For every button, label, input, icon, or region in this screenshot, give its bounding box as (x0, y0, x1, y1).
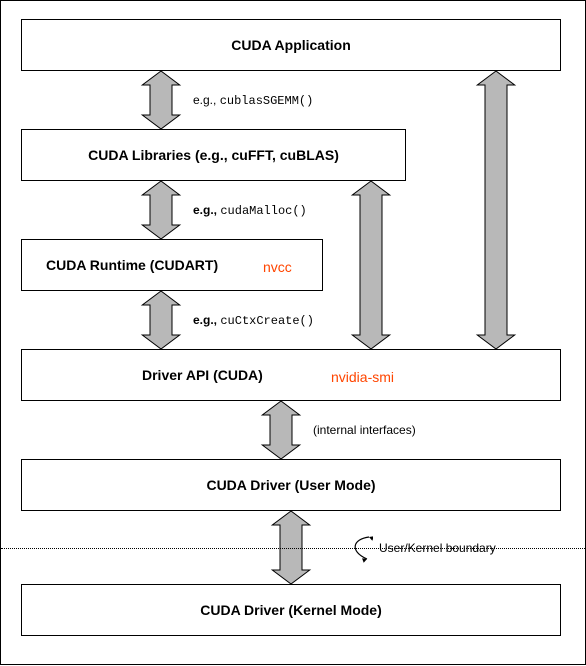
edge-prefix: e.g., (193, 93, 220, 107)
layer-driverapi-label: Driver API (CUDA) (142, 367, 263, 383)
edge-label-libs-runtime: e.g., cudaMalloc() (193, 203, 307, 218)
layer-driverkern: CUDA Driver (Kernel Mode) (21, 584, 561, 636)
edge-label-app-libs: e.g., cublasSGEMM() (193, 93, 313, 108)
layer-app-label: CUDA Application (231, 37, 351, 53)
edge-code: cudaMalloc() (220, 204, 306, 218)
layer-runtime-annot: nvcc (263, 259, 292, 275)
user-kernel-divider (1, 548, 586, 549)
edge-prefix: e.g., (193, 203, 220, 217)
layer-driverapi: Driver API (CUDA) (21, 349, 561, 401)
diagram-canvas: CUDA Application CUDA Libraries (e.g., c… (0, 0, 586, 665)
edge-code: cuCtxCreate() (220, 314, 314, 328)
layer-driveruser: CUDA Driver (User Mode) (21, 459, 561, 511)
layer-runtime-label: CUDA Runtime (CUDART) (46, 257, 218, 273)
layer-libs-label: CUDA Libraries (e.g., cuFFT, cuBLAS) (88, 147, 339, 163)
layer-driverapi-annot: nvidia-smi (331, 369, 394, 385)
layer-driverkern-label: CUDA Driver (Kernel Mode) (200, 602, 382, 618)
edge-label-runtime-api: e.g., cuCtxCreate() (193, 313, 314, 328)
edge-prefix: e.g., (193, 313, 220, 327)
edge-text: (internal interfaces) (313, 423, 416, 437)
layer-app: CUDA Application (21, 19, 561, 71)
edge-label-internal: (internal interfaces) (313, 423, 416, 437)
edge-code: cublasSGEMM() (220, 94, 314, 108)
boundary-curve-icon (343, 533, 373, 563)
layer-libs: CUDA Libraries (e.g., cuFFT, cuBLAS) (21, 129, 406, 181)
layer-driveruser-label: CUDA Driver (User Mode) (206, 477, 375, 493)
